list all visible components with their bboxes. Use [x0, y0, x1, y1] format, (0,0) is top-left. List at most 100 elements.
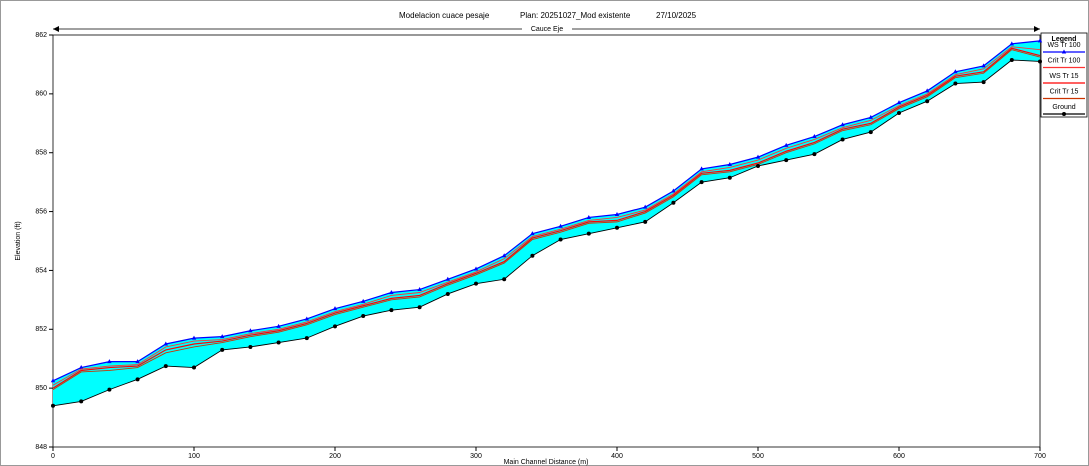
- marker: [643, 204, 648, 209]
- marker: [220, 347, 225, 352]
- series-line: [52, 46, 1041, 386]
- marker: [107, 387, 112, 392]
- x-tick-label: 300: [470, 453, 482, 460]
- marker: [925, 99, 930, 104]
- series-line: [52, 59, 1041, 407]
- marker: [615, 225, 619, 230]
- marker: [502, 253, 507, 258]
- marker: [417, 305, 422, 310]
- x-tick-label: 500: [752, 453, 764, 460]
- x-axis-label: Main Channel Distance (m): [504, 459, 589, 466]
- marker: [671, 200, 676, 205]
- legend-marker: [1062, 112, 1066, 116]
- marker: [643, 219, 648, 224]
- marker: [558, 223, 563, 228]
- y-axis-label: Elevation (ft): [15, 221, 22, 260]
- marker: [558, 237, 563, 242]
- marker: [840, 137, 845, 142]
- marker: [812, 152, 817, 157]
- marker: [840, 122, 845, 127]
- marker: [163, 364, 168, 369]
- legend-label: Crit Tr 15: [1050, 88, 1079, 95]
- marker: [276, 323, 281, 328]
- marker: [755, 154, 761, 159]
- marker: [784, 142, 789, 147]
- marker: [586, 214, 591, 219]
- marker: [163, 341, 168, 346]
- x-tick-label: 700: [1034, 453, 1046, 460]
- marker: [473, 266, 479, 271]
- marker: [1038, 59, 1042, 64]
- marker: [1037, 38, 1043, 43]
- marker: [389, 290, 394, 294]
- y-tick-label: 862: [35, 32, 47, 39]
- chart-plan: Plan: 20251027_Mod existente: [520, 11, 631, 20]
- marker: [897, 110, 901, 115]
- marker: [474, 281, 478, 286]
- marker: [192, 365, 196, 370]
- y-tick-label: 854: [35, 267, 47, 274]
- marker: [1009, 41, 1014, 46]
- marker: [784, 158, 789, 163]
- marker: [135, 377, 140, 382]
- marker: [389, 308, 394, 313]
- series-line: [52, 49, 1041, 390]
- marker: [868, 114, 873, 119]
- marker: [953, 81, 958, 86]
- subtitle-bg: [522, 24, 572, 34]
- marker: [586, 231, 591, 236]
- marker: [953, 69, 958, 74]
- marker: [304, 316, 309, 321]
- marker: [896, 100, 902, 105]
- marker: [699, 180, 704, 185]
- y-tick-label: 860: [35, 91, 47, 98]
- marker: [332, 306, 338, 311]
- marker: [1009, 58, 1014, 63]
- marker: [304, 336, 309, 341]
- legend-label: Crit Tr 100: [1048, 57, 1081, 64]
- x-tick-label: 400: [611, 453, 623, 460]
- x-tick-label: 100: [188, 453, 200, 460]
- marker: [445, 276, 450, 281]
- y-tick-label: 858: [35, 150, 47, 157]
- series-line: [52, 40, 1041, 382]
- marker: [135, 359, 140, 364]
- marker: [248, 344, 253, 349]
- legend-label: WS Tr 15: [1049, 73, 1078, 80]
- x-tick-label: 200: [329, 453, 341, 460]
- marker: [445, 291, 450, 296]
- marker: [530, 231, 535, 236]
- marker: [361, 314, 366, 319]
- legend-title: Legend: [1052, 36, 1077, 43]
- legend-box: [1040, 32, 1088, 118]
- water-fill: [53, 40, 1040, 406]
- marker: [981, 80, 986, 85]
- marker: [727, 175, 732, 180]
- marker: [79, 399, 84, 404]
- marker: [51, 403, 55, 408]
- marker: [191, 335, 197, 340]
- x-tick-label: 0: [51, 453, 55, 460]
- marker: [614, 212, 620, 217]
- marker: [530, 253, 535, 258]
- y-tick-label: 852: [35, 326, 47, 333]
- marker: [50, 378, 56, 383]
- marker: [248, 328, 253, 333]
- marker: [699, 166, 704, 171]
- x-tick-label: 600: [893, 453, 905, 460]
- chart-title: Modelacion cuace pesaje: [399, 11, 490, 20]
- legend-label: WS Tr 100: [1047, 42, 1080, 49]
- y-tick-label: 856: [35, 208, 47, 215]
- marker: [502, 277, 507, 282]
- marker: [812, 134, 817, 139]
- marker: [220, 334, 225, 339]
- marker: [925, 88, 930, 93]
- marker: [756, 163, 760, 168]
- marker: [727, 161, 732, 166]
- marker: [78, 365, 84, 370]
- chart-subtitle: Cauce Eje: [531, 26, 563, 33]
- plot-frame: [52, 34, 1041, 448]
- marker: [417, 287, 422, 292]
- marker: [868, 130, 873, 135]
